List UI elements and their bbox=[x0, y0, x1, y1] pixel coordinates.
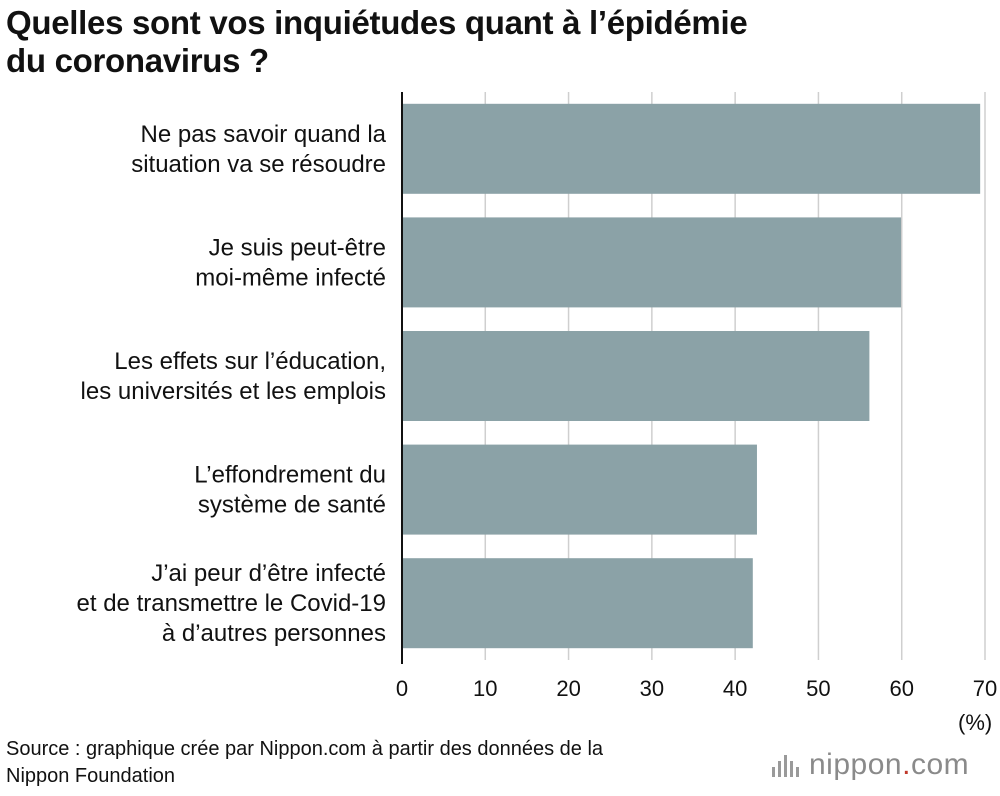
bar bbox=[403, 103, 981, 194]
x-tick-label: 60 bbox=[889, 676, 913, 701]
category-label: J’ai peur d’être infecté bbox=[151, 560, 386, 587]
category-label: à d’autres personnes bbox=[162, 620, 386, 647]
x-tick-label: 70 bbox=[973, 676, 997, 701]
category-label: les universités et les emplois bbox=[81, 378, 386, 405]
source-line: Source : graphique crée par Nippon.com à… bbox=[6, 738, 604, 760]
category-label: Ne pas savoir quand la bbox=[141, 121, 387, 148]
logo-dot: . bbox=[902, 748, 911, 781]
nippon-logo-text: nippon.com bbox=[809, 748, 969, 782]
bar bbox=[403, 444, 757, 535]
chart-title-line: Quelles sont vos inquiétudes quant à l’é… bbox=[6, 4, 748, 41]
category-label: L’effondrement du bbox=[194, 462, 386, 489]
category-label: moi-même infecté bbox=[195, 264, 386, 291]
bar bbox=[403, 331, 870, 421]
logo-tld: com bbox=[910, 748, 970, 781]
x-tick-label: 10 bbox=[473, 676, 497, 701]
category-label: et de transmettre le Covid-19 bbox=[77, 590, 386, 617]
x-tick-labels: 0 10 20 30 40 50 60 70 bbox=[396, 676, 997, 701]
nippon-logo-icon bbox=[772, 753, 799, 777]
category-label: système de santé bbox=[198, 492, 386, 519]
category-label: Les effets sur l’éducation, bbox=[114, 348, 386, 375]
logo-name: nippon bbox=[809, 748, 903, 781]
chart-title-line: du coronavirus ? bbox=[6, 42, 269, 79]
chart-title: Quelles sont vos inquiétudes quant à l’é… bbox=[6, 4, 966, 80]
bar bbox=[403, 558, 753, 649]
source-line: Nippon Foundation bbox=[6, 765, 176, 787]
x-tick-label: 40 bbox=[723, 676, 747, 701]
source-note: Source : graphique crée par Nippon.com à… bbox=[6, 736, 766, 790]
x-tick-label: 20 bbox=[556, 676, 580, 701]
x-unit-label: (%) bbox=[958, 710, 993, 735]
nippon-logo[interactable]: nippon.com bbox=[772, 748, 969, 782]
category-label: Je suis peut-être bbox=[209, 234, 386, 261]
x-tick-label: 30 bbox=[640, 676, 664, 701]
x-tick-label: 0 bbox=[396, 676, 408, 701]
category-label: situation va se résoudre bbox=[131, 151, 386, 178]
bar bbox=[403, 217, 902, 308]
x-tick-label: 50 bbox=[806, 676, 830, 701]
category-labels: Ne pas savoir quand la situation va se ré… bbox=[77, 121, 387, 647]
bars bbox=[403, 103, 981, 649]
